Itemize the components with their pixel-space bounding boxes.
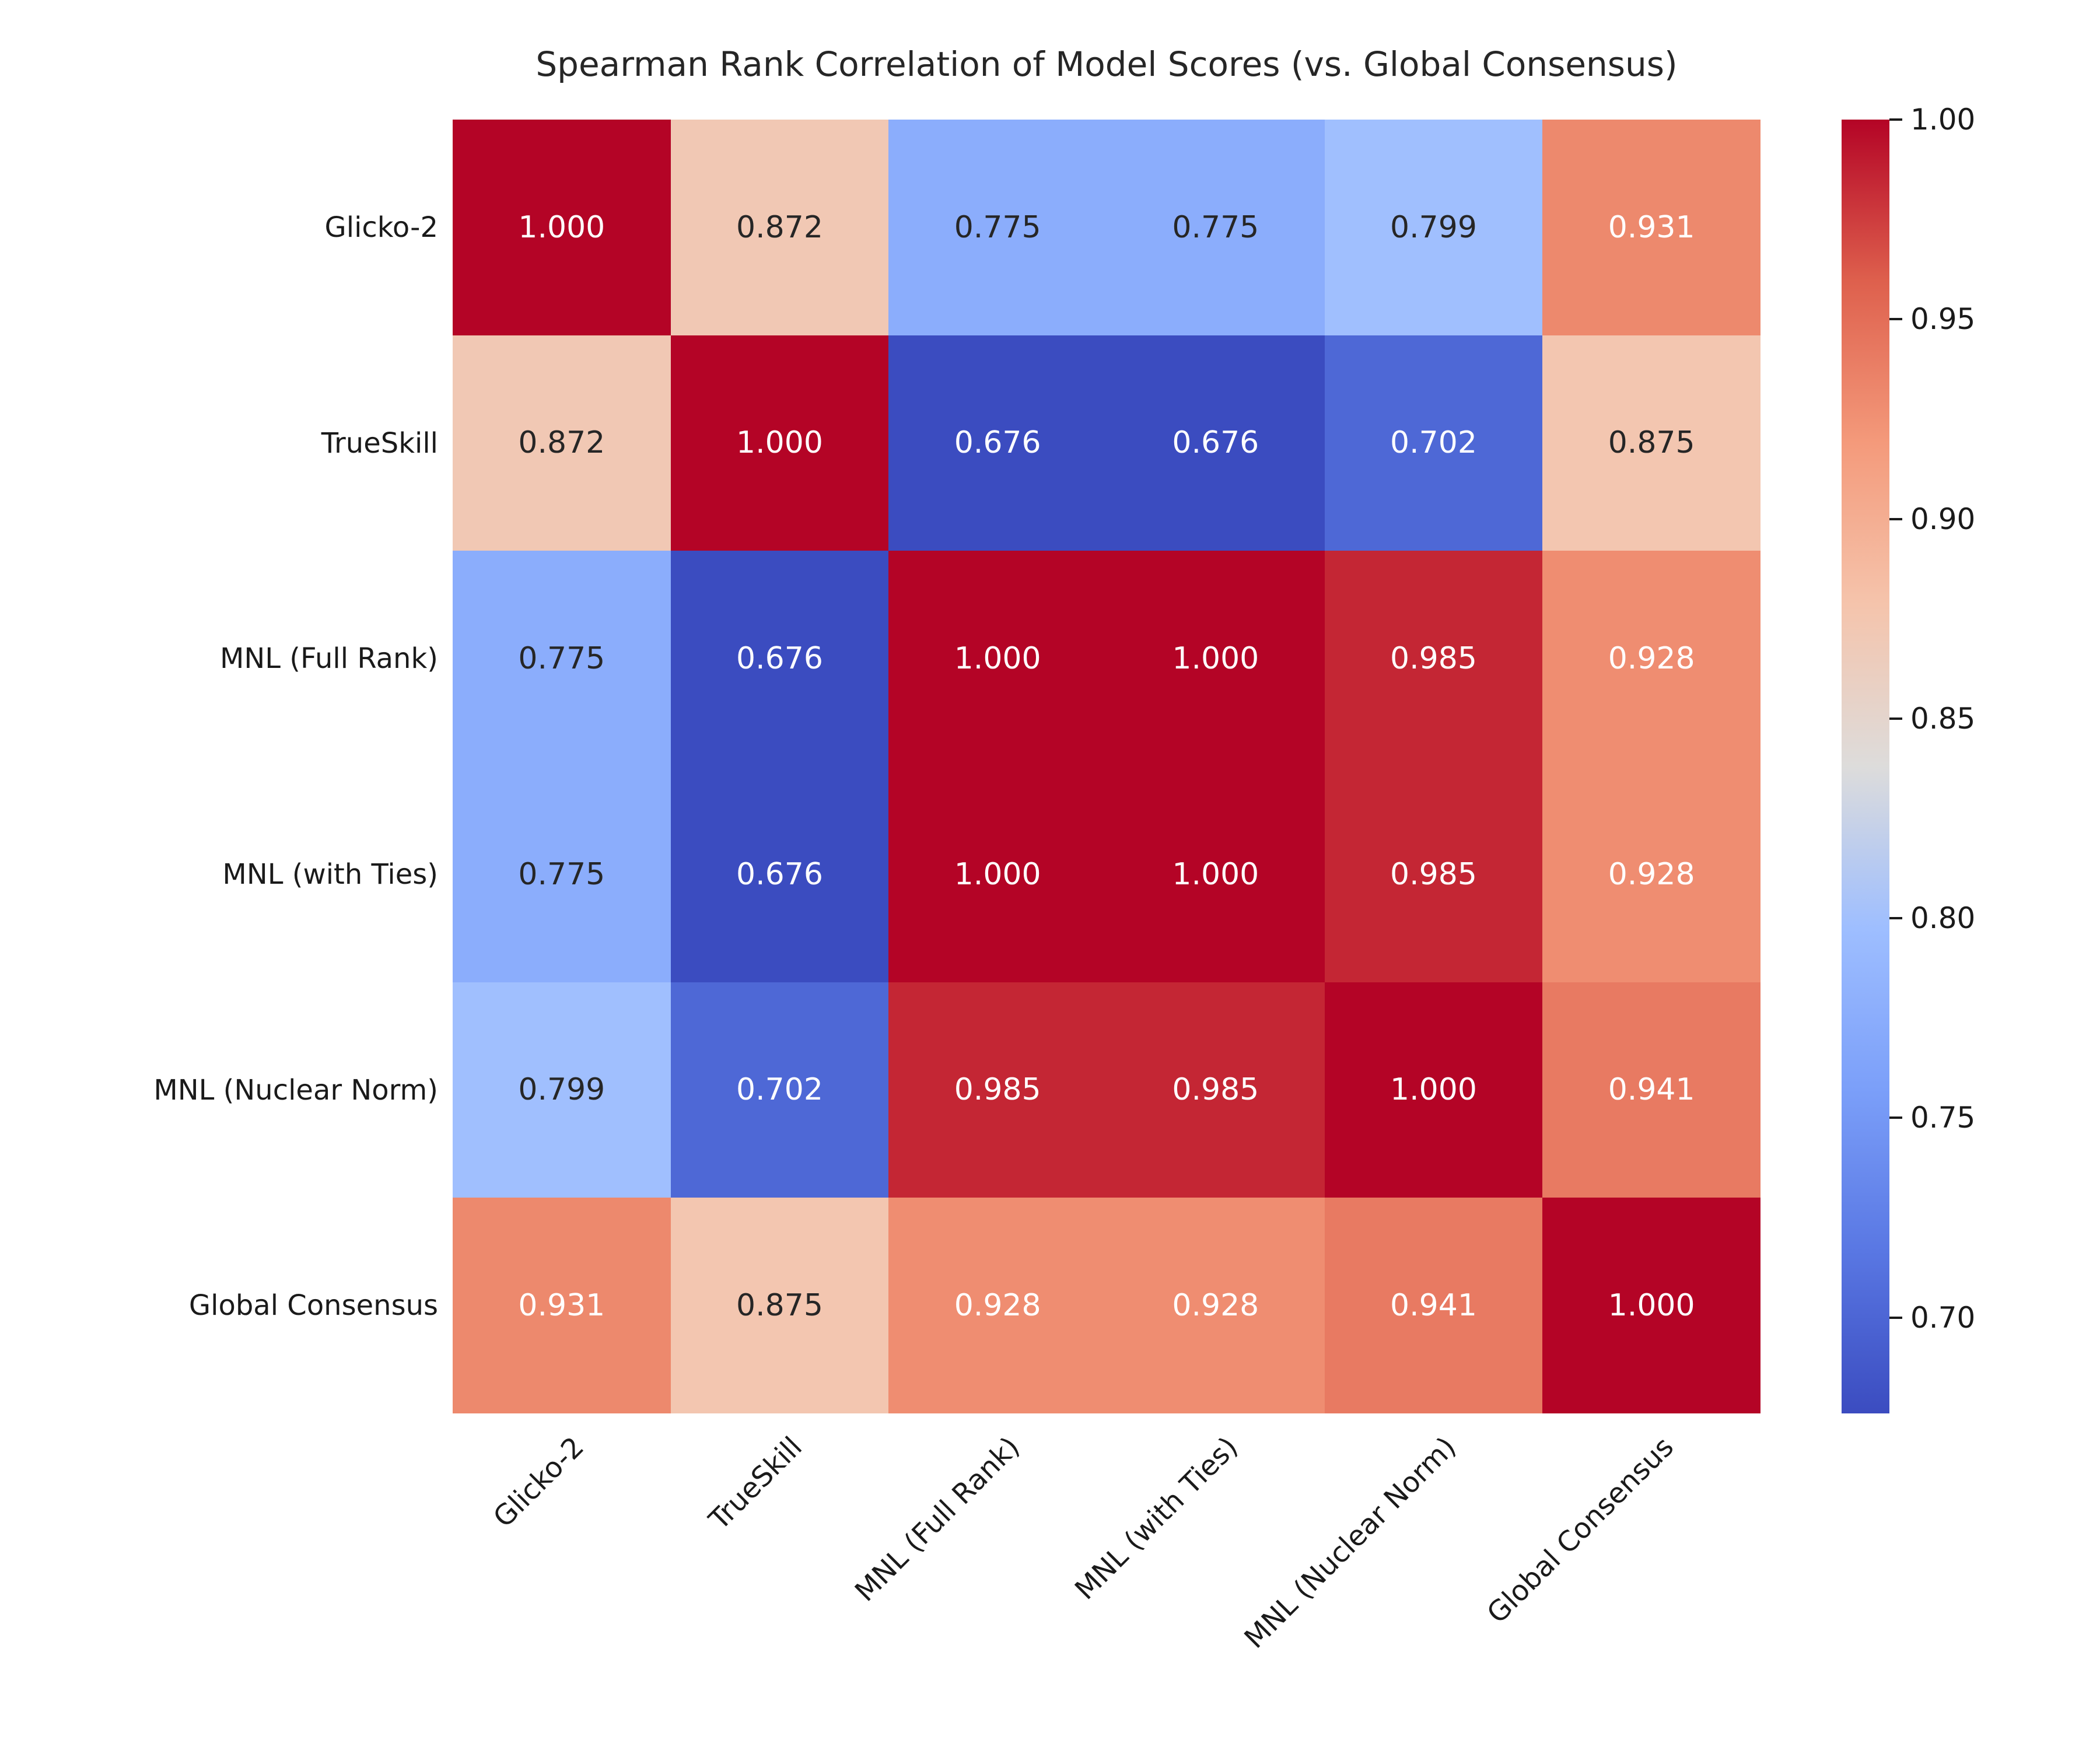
- cell-value: 0.799: [1390, 209, 1477, 245]
- heatmap-cell: 0.931: [1542, 120, 1760, 335]
- cell-value: 0.702: [736, 1072, 823, 1108]
- cell-value: 0.985: [1390, 856, 1477, 892]
- cell-value: 0.799: [518, 1072, 606, 1108]
- colorbar-tick-label: 0.85: [1910, 701, 1976, 736]
- colorbar-tick-mark: [1889, 1116, 1902, 1119]
- cell-value: 0.928: [1608, 856, 1695, 892]
- cell-value: 0.941: [1608, 1072, 1695, 1108]
- cell-value: 0.928: [954, 1288, 1041, 1324]
- cell-value: 0.775: [518, 856, 606, 892]
- cell-value: 0.702: [1390, 425, 1477, 461]
- heatmap-cell: 0.702: [1324, 335, 1543, 551]
- cell-value: 1.000: [954, 641, 1041, 677]
- heatmap-cell: 0.676: [1106, 335, 1325, 551]
- heatmap-cell: 0.775: [453, 766, 671, 982]
- heatmap-cell: 0.875: [1542, 335, 1760, 551]
- cell-value: 0.931: [518, 1288, 606, 1324]
- heatmap-cell: 1.000: [1324, 982, 1543, 1198]
- y-tick-label: Glicko-2: [324, 211, 438, 244]
- colorbar-tick-label: 0.75: [1910, 1101, 1976, 1135]
- colorbar-tick-mark: [1889, 1316, 1902, 1319]
- cell-value: 0.872: [736, 209, 823, 245]
- cell-value: 0.941: [1390, 1288, 1477, 1324]
- heatmap-cell: 0.928: [1106, 1198, 1325, 1413]
- y-tick-label: MNL (with Ties): [222, 858, 438, 891]
- cell-value: 1.000: [1608, 1288, 1695, 1324]
- colorbar-tick-mark: [1889, 118, 1902, 121]
- heatmap-cell: 0.799: [1324, 120, 1543, 335]
- cell-value: 0.875: [736, 1288, 823, 1324]
- heatmap-cell: 0.676: [670, 766, 889, 982]
- colorbar-tick-label: 0.95: [1910, 302, 1976, 337]
- colorbar: [1842, 120, 1889, 1413]
- cell-value: 1.000: [1390, 1072, 1477, 1108]
- cell-value: 0.875: [1608, 425, 1695, 461]
- colorbar-tick-mark: [1889, 318, 1902, 321]
- cell-value: 0.985: [954, 1072, 1041, 1108]
- heatmap-cell: 0.872: [670, 120, 889, 335]
- heatmap-cell: 0.928: [888, 1198, 1107, 1413]
- colorbar-tick-mark: [1889, 917, 1902, 920]
- colorbar-tick-mark: [1889, 717, 1902, 720]
- heatmap-cell: 0.676: [888, 335, 1107, 551]
- heatmap-cell: 0.799: [453, 982, 671, 1198]
- cell-value: 1.000: [736, 425, 823, 461]
- heatmap-cell: 0.928: [1542, 551, 1760, 766]
- heatmap-cell: 0.775: [453, 551, 671, 766]
- colorbar-tick-label: 0.70: [1910, 1300, 1976, 1335]
- heatmap-cell: 0.985: [1324, 766, 1543, 982]
- heatmap-cell: 0.985: [1106, 982, 1325, 1198]
- colorbar-tick-label: 1.00: [1910, 103, 1976, 136]
- heatmap-cell: 0.931: [453, 1198, 671, 1413]
- y-tick-label: MNL (Nuclear Norm): [153, 1073, 438, 1107]
- colorbar-tick-label: 0.80: [1910, 901, 1976, 936]
- heatmap-cell: 0.941: [1542, 982, 1760, 1198]
- chart-title: Spearman Rank Correlation of Model Score…: [536, 44, 1678, 84]
- cell-value: 0.931: [1608, 209, 1695, 245]
- heatmap-cell: 1.000: [888, 766, 1107, 982]
- heatmap-cell: 0.676: [670, 551, 889, 766]
- cell-value: 0.775: [518, 641, 606, 677]
- cell-value: 1.000: [518, 209, 606, 245]
- heatmap-cell: 0.775: [888, 120, 1107, 335]
- heatmap-grid: 1.000 0.872 0.775 0.775 0.799 0.931 0.872 1.000…: [453, 120, 1760, 1413]
- y-tick-label: MNL (Full Rank): [219, 642, 438, 676]
- colorbar-tick-label: 0.90: [1910, 502, 1976, 536]
- y-tick-label: Global Consensus: [188, 1289, 438, 1322]
- heatmap-cell: 1.000: [670, 335, 889, 551]
- cell-value: 0.985: [1390, 641, 1477, 677]
- cell-value: 0.676: [736, 641, 823, 677]
- heatmap-cell: 0.702: [670, 982, 889, 1198]
- y-tick-label: TrueSkill: [321, 426, 438, 460]
- heatmap-cell: 0.775: [1106, 120, 1325, 335]
- cell-value: 1.000: [1172, 641, 1259, 677]
- cell-value: 0.872: [518, 425, 606, 461]
- heatmap-cell: 0.928: [1542, 766, 1760, 982]
- heatmap-cell: 1.000: [1106, 551, 1325, 766]
- heatmap-cell: 0.875: [670, 1198, 889, 1413]
- heatmap-cell: 0.985: [888, 982, 1107, 1198]
- heatmap-cell: 0.941: [1324, 1198, 1543, 1413]
- cell-value: 1.000: [954, 856, 1041, 892]
- cell-value: 0.775: [954, 209, 1041, 245]
- heatmap-cell: 1.000: [1106, 766, 1325, 982]
- heatmap-cell: 1.000: [888, 551, 1107, 766]
- cell-value: 0.775: [1172, 209, 1259, 245]
- cell-value: 0.676: [954, 425, 1041, 461]
- cell-value: 0.676: [736, 856, 823, 892]
- heatmap-cell: 1.000: [1542, 1198, 1760, 1413]
- cell-value: 0.928: [1608, 641, 1695, 677]
- colorbar-gradient: [1842, 120, 1889, 1413]
- colorbar-tick-mark: [1889, 517, 1902, 520]
- cell-value: 1.000: [1172, 856, 1259, 892]
- heatmap-cell: 0.985: [1324, 551, 1543, 766]
- heatmap-cell: 0.872: [453, 335, 671, 551]
- cell-value: 0.985: [1172, 1072, 1259, 1108]
- heatmap-cell: 1.000: [453, 120, 671, 335]
- cell-value: 0.676: [1172, 425, 1259, 461]
- cell-value: 0.928: [1172, 1288, 1259, 1324]
